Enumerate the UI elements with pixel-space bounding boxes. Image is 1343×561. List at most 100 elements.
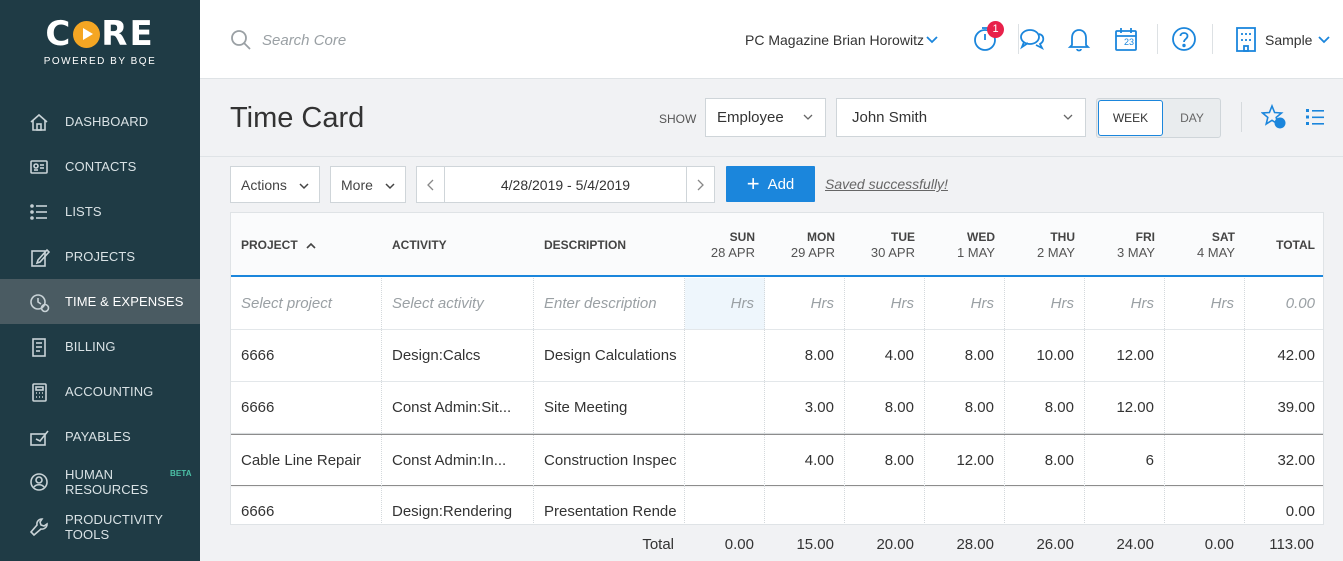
cell-project[interactable]: 6666 xyxy=(231,330,382,381)
chevron-down-icon[interactable] xyxy=(926,36,938,44)
hours-cell[interactable]: Hrs xyxy=(1165,278,1245,329)
hours-cell[interactable]: Hrs xyxy=(845,278,925,329)
hours-cell[interactable] xyxy=(1165,435,1245,486)
cell-activity[interactable]: Design:Rendering xyxy=(382,486,534,524)
previous-week-button[interactable] xyxy=(417,167,445,202)
sidebar-item-lists[interactable]: LISTS xyxy=(0,189,200,234)
hours-cell[interactable]: 6 xyxy=(1085,435,1165,486)
hours-cell[interactable]: 8.00 xyxy=(845,382,925,433)
cell-description[interactable]: Presentation Rende xyxy=(534,486,685,524)
cell-activity[interactable]: Const Admin:Sit... xyxy=(382,382,534,433)
show-type-select[interactable]: Employee xyxy=(705,98,826,137)
day-total: 0.00 xyxy=(1204,535,1234,553)
hours-cell[interactable]: 8.00 xyxy=(925,330,1005,381)
hours-cell[interactable]: 12.00 xyxy=(1085,382,1165,433)
sidebar-item-accounting[interactable]: ACCOUNTING xyxy=(0,369,200,414)
add-button[interactable]: + Add xyxy=(726,166,815,202)
hours-cell[interactable]: 8.00 xyxy=(1005,382,1085,433)
cell-description[interactable]: Site Meeting xyxy=(534,382,685,433)
cell-description[interactable]: Design Calculations xyxy=(534,330,685,381)
day-name: SUN xyxy=(729,230,755,244)
cell-activity[interactable]: Design:Calcs xyxy=(382,330,534,381)
chat-icon[interactable] xyxy=(1017,24,1047,54)
core-logo[interactable]: C RE POWERED BY BQE xyxy=(0,0,200,78)
building-icon[interactable] xyxy=(1231,24,1261,54)
date-range[interactable]: 4/28/2019 - 5/4/2019 xyxy=(500,176,631,193)
hours-cell[interactable]: Hrs xyxy=(765,278,845,329)
hours-cell[interactable] xyxy=(1165,330,1245,381)
cell-activity[interactable]: Const Admin:In... xyxy=(382,435,534,486)
sidebar-item-label: TIME & EXPENSES xyxy=(65,294,184,309)
hours-cell[interactable]: 12.00 xyxy=(1085,330,1165,381)
select-description[interactable]: Enter description xyxy=(534,278,685,329)
hours-cell[interactable] xyxy=(845,486,925,524)
hours-cell[interactable]: 8.00 xyxy=(845,435,925,486)
hours-cell[interactable]: 10.00 xyxy=(1005,330,1085,381)
column-header-activity[interactable]: ACTIVITY xyxy=(392,213,534,277)
bell-icon[interactable] xyxy=(1064,24,1094,54)
user-menu[interactable]: PC Magazine Brian Horowitz xyxy=(745,32,924,48)
hours-cell[interactable] xyxy=(1165,486,1245,524)
hours-cell[interactable]: 12.00 xyxy=(925,435,1005,486)
sidebar-item-time-expenses[interactable]: TIME & EXPENSES xyxy=(0,279,200,324)
sidebar-item-label: ACCOUNTING xyxy=(65,384,154,399)
hours-cell[interactable]: Hrs xyxy=(1005,278,1085,329)
hours-cell[interactable] xyxy=(685,486,765,524)
employee-select[interactable]: John Smith xyxy=(836,98,1086,137)
cell-project[interactable]: Cable Line Repair xyxy=(231,435,382,486)
actions-dropdown[interactable]: Actions xyxy=(230,166,320,203)
hours-cell[interactable]: 4.00 xyxy=(765,435,845,486)
next-week-button[interactable] xyxy=(686,167,714,202)
column-header-description[interactable]: DESCRIPTION xyxy=(544,213,685,277)
hours-cell[interactable] xyxy=(1085,486,1165,524)
more-dropdown[interactable]: More xyxy=(330,166,406,203)
saved-status[interactable]: Saved successfully! xyxy=(825,176,948,192)
sidebar-item-human-resources[interactable]: HUMAN RESOURCES BETA xyxy=(0,459,200,504)
cell-project[interactable]: 6666 xyxy=(231,486,382,524)
select-project[interactable]: Select project xyxy=(231,278,382,329)
sidebar-item-productivity-tools[interactable]: PRODUCTIVITY TOOLS xyxy=(0,504,200,549)
cell-description[interactable]: Construction Inspec xyxy=(534,435,685,486)
hours-cell[interactable]: Hrs xyxy=(685,278,765,329)
timer-badge: 1 xyxy=(987,21,1004,38)
day-date: 1 MAY xyxy=(956,245,995,260)
hours-cell[interactable] xyxy=(685,435,765,486)
sidebar-item-payables[interactable]: PAYABLES xyxy=(0,414,200,459)
billing-icon xyxy=(28,336,50,358)
favorite-star-icon[interactable] xyxy=(1261,104,1287,130)
day-button[interactable]: DAY xyxy=(1180,111,1204,125)
company-menu[interactable]: Sample xyxy=(1265,32,1313,48)
week-button[interactable]: WEEK xyxy=(1098,100,1163,136)
hours-cell[interactable] xyxy=(685,382,765,433)
select-activity[interactable]: Select activity xyxy=(382,278,534,329)
sort-ascending-icon[interactable] xyxy=(306,242,316,249)
search-input[interactable] xyxy=(262,28,522,52)
contacts-icon xyxy=(28,156,50,178)
sidebar-item-dashboard[interactable]: DASHBOARD xyxy=(0,99,200,144)
list-view-icon[interactable] xyxy=(1305,107,1325,127)
top-bar: PC Magazine Brian Horowitz 1 23 Sample xyxy=(200,0,1343,79)
date-range-picker: 4/28/2019 - 5/4/2019 xyxy=(416,166,715,203)
calendar-icon[interactable] xyxy=(1111,24,1141,54)
help-icon[interactable] xyxy=(1169,24,1199,54)
hours-cell[interactable]: 8.00 xyxy=(765,330,845,381)
chevron-down-icon[interactable] xyxy=(1318,36,1330,44)
hours-cell[interactable]: 4.00 xyxy=(845,330,925,381)
sidebar-item-projects[interactable]: PROJECTS xyxy=(0,234,200,279)
sidebar-item-contacts[interactable]: CONTACTS xyxy=(0,144,200,189)
hours-cell[interactable]: 8.00 xyxy=(925,382,1005,433)
cell-project[interactable]: 6666 xyxy=(231,382,382,433)
sidebar-item-label: CONTACTS xyxy=(65,159,137,174)
hours-cell[interactable]: Hrs xyxy=(1085,278,1165,329)
hours-cell[interactable] xyxy=(925,486,1005,524)
sidebar-item-billing[interactable]: BILLING xyxy=(0,324,200,369)
hours-cell[interactable] xyxy=(685,330,765,381)
hours-cell[interactable]: Hrs xyxy=(925,278,1005,329)
hours-cell[interactable] xyxy=(765,486,845,524)
search-icon[interactable] xyxy=(230,29,252,51)
hours-cell[interactable] xyxy=(1005,486,1085,524)
column-header-project[interactable]: PROJECT xyxy=(241,213,382,277)
hours-cell[interactable] xyxy=(1165,382,1245,433)
hours-cell[interactable]: 3.00 xyxy=(765,382,845,433)
hours-cell[interactable]: 8.00 xyxy=(1005,435,1085,486)
